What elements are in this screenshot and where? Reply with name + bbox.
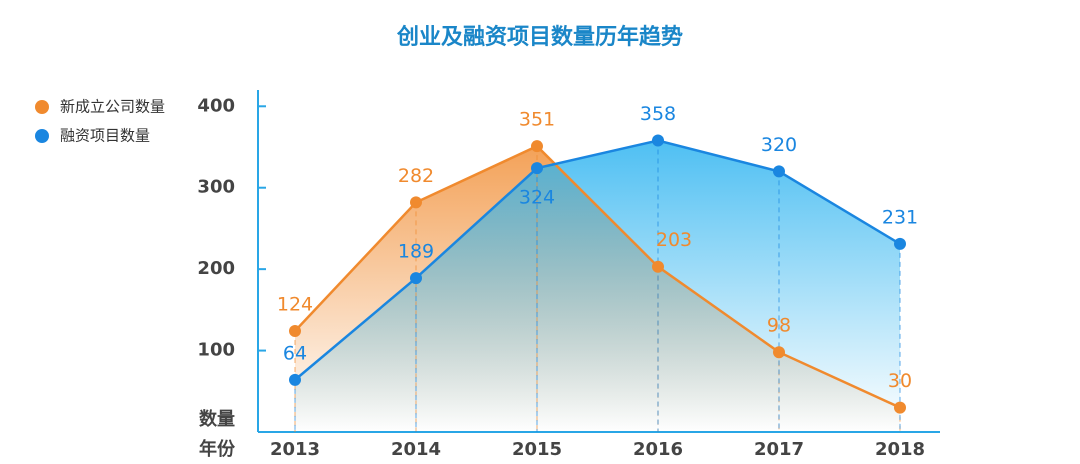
data-label: 351 [519,109,555,131]
legend-label: 融资项目数量 [60,127,150,145]
data-label: 282 [398,165,434,187]
x-tick-label: 2017 [754,439,804,460]
area [295,140,900,432]
legend-marker [35,129,49,143]
point [773,346,785,359]
x-tick-label: 2018 [875,439,925,460]
x-tick-label: 2015 [512,439,562,460]
data-label: 324 [519,187,555,209]
point [531,162,543,175]
data-label: 189 [398,241,434,263]
data-label: 203 [656,229,692,251]
line [294,144,901,409]
point [652,260,664,273]
line [294,139,901,381]
data-label: 124 [277,294,313,316]
y-axis-label: 数量 [199,408,235,430]
data-label: 30 [888,370,912,392]
chart-title: 创业及融资项目数量历年趋势 [396,24,683,50]
data-label: 320 [761,134,797,156]
y-tick-label: 300 [197,177,235,198]
x-tick-label: 2016 [633,439,683,460]
x-axis-label: 年份 [199,438,236,460]
point [652,134,664,147]
x-tick-label: 2013 [270,439,320,460]
point [410,272,422,285]
point [410,196,422,209]
legend-marker [35,100,49,114]
data-label: 231 [882,206,918,228]
point [289,373,301,386]
point [289,325,301,338]
point [894,237,906,250]
point [773,165,785,178]
x-tick-label: 2014 [391,439,441,460]
y-tick-label: 400 [197,95,235,116]
data-label: 98 [767,315,791,337]
data-label: 64 [283,342,307,364]
y-tick-label: 100 [197,340,235,361]
legend-label: 新成立公司数量 [60,98,165,116]
point [531,140,543,153]
y-tick-label: 200 [197,258,235,279]
data-label: 358 [640,103,676,125]
point [894,401,906,414]
